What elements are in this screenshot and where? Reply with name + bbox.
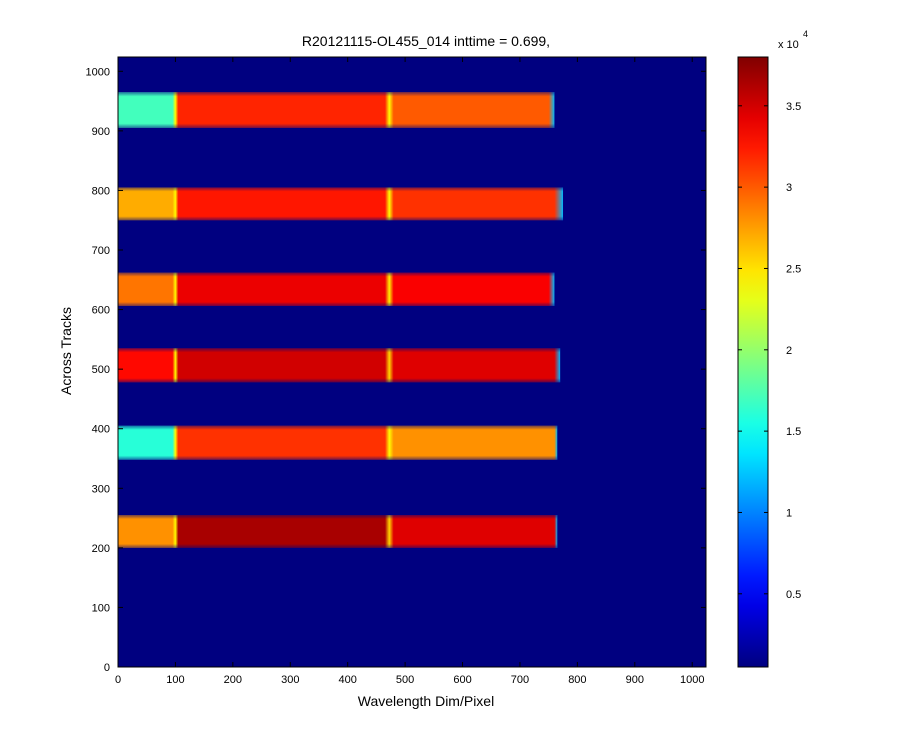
colorbar-gradient <box>738 57 768 667</box>
x-tick-label: 500 <box>396 674 414 686</box>
x-tick-label: 800 <box>568 674 586 686</box>
x-axis: 0 100 200 300 400 500 600 700 800 900 1000 <box>115 57 704 686</box>
colorbar-tick-label: 1.5 <box>786 426 801 438</box>
x-tick-label: 900 <box>626 674 644 686</box>
y-axis: 0 100 200 300 400 500 600 700 800 900 1000 <box>86 66 706 674</box>
x-tick-label: 1000 <box>680 674 704 686</box>
x-axis-label: Wavelength Dim/Pixel <box>358 693 494 709</box>
heatmap-plot: 0 100 200 300 400 500 600 700 800 900 1000 0 100 200… <box>86 56 707 686</box>
colorbar-tick-label: 3.5 <box>786 101 801 113</box>
colorbar-frame <box>737 56 769 668</box>
stripe-edge-shade <box>118 187 564 221</box>
stripe-edge-shade <box>118 425 558 460</box>
y-tick-label: 300 <box>92 483 110 495</box>
colorbar-tick-label: 1 <box>786 507 792 519</box>
y-tick-label: 800 <box>92 185 110 197</box>
chart-title: R20121115-OL455_014 inttime = 0.699, <box>302 33 550 49</box>
y-tick-label: 700 <box>92 245 110 257</box>
y-tick-label: 0 <box>104 662 110 674</box>
y-tick-label: 900 <box>92 126 110 138</box>
x-tick-label: 200 <box>224 674 242 686</box>
y-tick-label: 400 <box>92 424 110 436</box>
colorbar-tick-label: 3 <box>786 182 792 194</box>
stripe-edge-shade <box>118 272 555 307</box>
y-tick-label: 500 <box>92 364 110 376</box>
colorbar-tick-label: 0.5 <box>786 589 801 601</box>
x-tick-label: 0 <box>115 674 121 686</box>
stripe-group <box>118 92 564 548</box>
colorbar-tick-label: 2.5 <box>786 263 801 275</box>
x-tick-label: 700 <box>511 674 529 686</box>
x-tick-label: 300 <box>281 674 299 686</box>
colorbar-exponent: 4 <box>803 29 808 39</box>
plot-frame <box>117 56 707 668</box>
stripe-edge-shade <box>118 92 555 128</box>
colorbar-tick-label: 2 <box>786 345 792 357</box>
y-axis-label: Across Tracks <box>58 307 74 395</box>
colorbar-ticks: 0.5 1 1.5 2 2.5 3 3.5 <box>738 101 801 601</box>
colorbar-exponent-prefix: x 10 <box>778 39 799 51</box>
stripe-edge-shade <box>118 515 558 548</box>
colorbar: 0.5 1 1.5 2 2.5 3 3.5 x 10 4 <box>737 29 808 668</box>
y-tick-label: 600 <box>92 305 110 317</box>
x-tick-label: 100 <box>166 674 184 686</box>
x-tick-label: 400 <box>339 674 357 686</box>
y-tick-label: 200 <box>92 543 110 555</box>
stripe-edge-shade <box>118 348 561 383</box>
y-tick-label: 1000 <box>86 66 110 78</box>
x-tick-label: 600 <box>453 674 471 686</box>
y-tick-label: 100 <box>92 602 110 614</box>
